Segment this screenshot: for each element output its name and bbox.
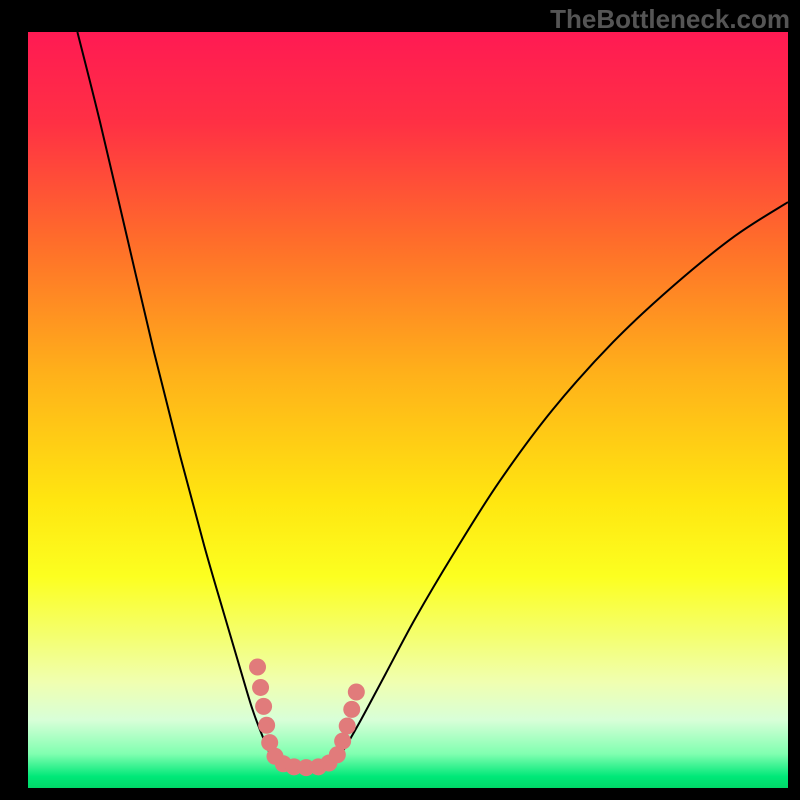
chart-svg bbox=[0, 0, 800, 800]
marker-dot bbox=[343, 701, 360, 718]
marker-dot bbox=[258, 717, 275, 734]
chart-frame bbox=[0, 0, 800, 800]
marker-dot bbox=[255, 698, 272, 715]
marker-dot bbox=[252, 679, 269, 696]
gradient-background bbox=[28, 32, 788, 788]
plot-area bbox=[28, 32, 788, 788]
marker-dot bbox=[334, 733, 351, 750]
marker-dot bbox=[348, 683, 365, 700]
marker-dot bbox=[249, 659, 266, 676]
marker-dot bbox=[339, 718, 356, 735]
watermark-text: TheBottleneck.com bbox=[550, 4, 790, 35]
